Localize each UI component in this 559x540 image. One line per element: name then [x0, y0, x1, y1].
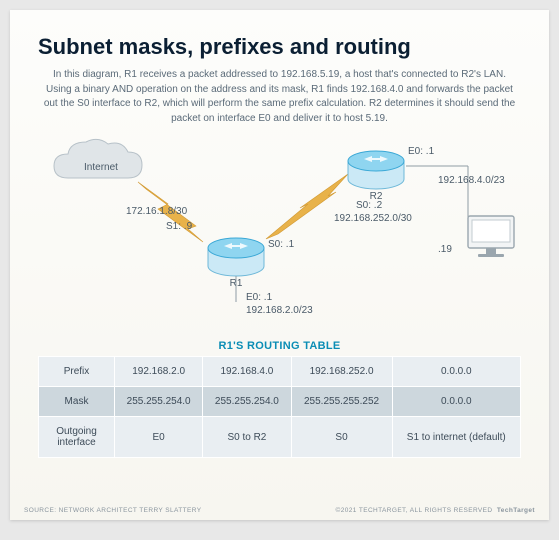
lbl-r1-s1: S1: .9 [166, 221, 192, 232]
description-text: In this diagram, R1 receives a packet ad… [38, 68, 521, 126]
cell: S1 to internet (default) [392, 417, 520, 458]
router-r2: R2 [348, 151, 404, 202]
cell: 255.255.254.0 [203, 387, 291, 417]
table-row-prefix: Prefix 192.168.2.0 192.168.4.0 192.168.2… [39, 357, 521, 387]
page-title: Subnet masks, prefixes and routing [38, 34, 521, 60]
cell: 0.0.0.0 [392, 387, 520, 417]
row-header-mask: Mask [39, 387, 115, 417]
row-header-prefix: Prefix [39, 357, 115, 387]
footer: SOURCE: NETWORK ARCHITECT TERRY SLATTERY… [24, 507, 535, 514]
routing-table: Prefix 192.168.2.0 192.168.4.0 192.168.2… [38, 356, 521, 458]
internet-label: Internet [84, 162, 118, 173]
cell: 192.168.4.0 [203, 357, 291, 387]
cell: S0 to R2 [203, 417, 291, 458]
lbl-r2-e0: E0: .1 [408, 146, 434, 157]
network-diagram: Internet R1 [38, 134, 521, 334]
internet-cloud: Internet [54, 139, 142, 178]
infographic-card: Subnet masks, prefixes and routing In th… [10, 10, 549, 520]
lbl-r1-s0: S0: .1 [268, 239, 294, 250]
cell: 192.168.2.0 [115, 357, 203, 387]
table-title: R1'S ROUTING TABLE [38, 340, 521, 352]
lbl-r1-e0-net: 192.168.2.0/23 [246, 305, 313, 316]
lbl-r2-e0-net: 192.168.4.0/23 [438, 175, 505, 186]
cell: 192.168.252.0 [291, 357, 392, 387]
footer-copyright: ©2021 TECHTARGET, ALL RIGHTS RESERVED [336, 507, 493, 514]
diagram-svg: Internet R1 [38, 134, 521, 334]
table-row-mask: Mask 255.255.254.0 255.255.254.0 255.255… [39, 387, 521, 417]
lbl-internet-net: 172.16.1.8/30 [126, 206, 187, 217]
footer-source: SOURCE: NETWORK ARCHITECT TERRY SLATTERY [24, 507, 201, 514]
lbl-r2-s0: S0: .2 [356, 200, 382, 211]
link-r1-r2 [266, 174, 348, 239]
cell: 255.255.254.0 [115, 387, 203, 417]
cell: S0 [291, 417, 392, 458]
cell: 255.255.255.252 [291, 387, 392, 417]
lbl-host-addr: .19 [438, 244, 452, 255]
cell: E0 [115, 417, 203, 458]
lbl-r1-e0: E0: .1 [246, 292, 272, 303]
lbl-r1r2-net: 192.168.252.0/30 [334, 213, 412, 224]
host-monitor [468, 216, 514, 257]
footer-brand: TechTarget [497, 507, 535, 514]
row-header-outgoing: Outgoing interface [39, 417, 115, 458]
table-row-outgoing: Outgoing interface E0 S0 to R2 S0 S1 to … [39, 417, 521, 458]
cell: 0.0.0.0 [392, 357, 520, 387]
